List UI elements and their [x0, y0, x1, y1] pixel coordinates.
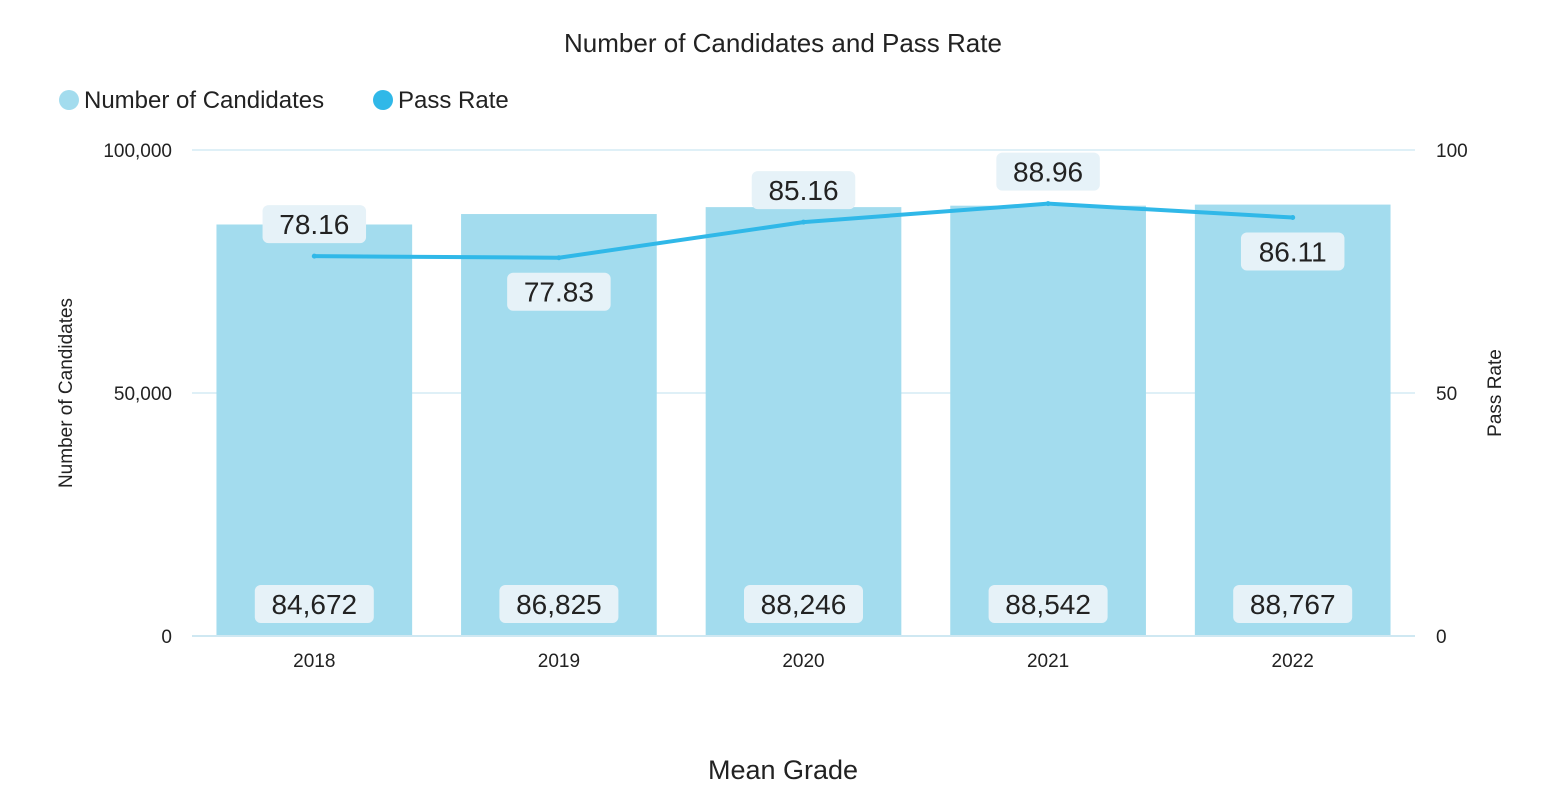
bar-data-label: 88,246: [761, 589, 847, 620]
line-point: [801, 219, 806, 225]
x-axis-tick: 2022: [1272, 651, 1314, 672]
line-data-label: 77.83: [524, 277, 594, 308]
legend: Number of Candidates Pass Rate: [59, 87, 509, 114]
line-point: [1045, 201, 1051, 207]
legend-marker-number-of-candidates: [59, 90, 79, 110]
legend-marker-pass-rate: [373, 90, 393, 110]
line-data-label-box: [1240, 232, 1345, 271]
x-axis-tick: 2020: [782, 651, 824, 672]
bar: [950, 205, 1146, 636]
line-data-label-box: [262, 205, 367, 244]
x-axis-tick: 2019: [538, 651, 580, 672]
bar: [1194, 204, 1391, 636]
data-labels: 84,672 86,825 88,246 88,542 88,767 78.16 77.83…: [254, 152, 1353, 623]
line-point: [311, 253, 317, 259]
line-data-label: 88.96: [1013, 157, 1083, 188]
bar: [705, 207, 902, 636]
line-data-label: 85.16: [768, 175, 838, 206]
bar-data-label: 88,767: [1250, 589, 1336, 620]
y-axis-right-tick: 0: [1436, 627, 1447, 648]
line-data-label-box: [996, 152, 1100, 191]
legend-item-pass-rate[interactable]: Pass Rate: [373, 87, 509, 114]
x-axis-tick: 2018: [293, 651, 335, 672]
chart-title: Number of Candidates and Pass Rate: [564, 28, 1002, 58]
bar-series: [216, 204, 1391, 636]
y-axis-left-tick: 50,000: [114, 384, 172, 405]
line-series: [311, 201, 1296, 261]
bar: [216, 224, 413, 636]
bar-data-label-box: [988, 585, 1108, 623]
y-axis-left-title: Number of Candidates: [56, 298, 77, 488]
y-axis-right-title: Pass Rate: [1485, 349, 1506, 437]
bar-data-label-box: [254, 585, 374, 623]
legend-label-pass-rate: Pass Rate: [398, 87, 509, 114]
line-point: [1290, 215, 1296, 221]
bar-data-label-box: [1233, 585, 1353, 623]
bar-data-label: 88,542: [1005, 589, 1091, 620]
bar-data-label-box: [744, 585, 863, 623]
bar-data-label-box: [499, 585, 619, 623]
y-axis-right-tick: 50: [1436, 384, 1457, 405]
y-axis-left-tick: 0: [161, 627, 172, 648]
line-data-label-box: [507, 272, 611, 311]
line-data-label-box: [751, 171, 856, 210]
line-data-label: 86.11: [1259, 237, 1327, 268]
legend-item-number-of-candidates[interactable]: Number of Candidates: [59, 87, 324, 114]
line-point: [556, 255, 562, 261]
axes: 0 50,000 100,000 0 50 100 2018 2019 2020 2021 2022: [103, 141, 1467, 672]
bar-data-label: 86,825: [516, 589, 602, 620]
x-axis-title: Mean Grade: [708, 755, 858, 785]
y-axis-left-tick: 100,000: [103, 141, 172, 162]
y-axis-right-tick: 100: [1436, 141, 1468, 162]
line-data-label: 78.16: [279, 209, 349, 240]
legend-label-number-of-candidates: Number of Candidates: [84, 87, 324, 114]
bar-data-label: 84,672: [271, 589, 357, 620]
x-axis-tick: 2021: [1027, 651, 1069, 672]
